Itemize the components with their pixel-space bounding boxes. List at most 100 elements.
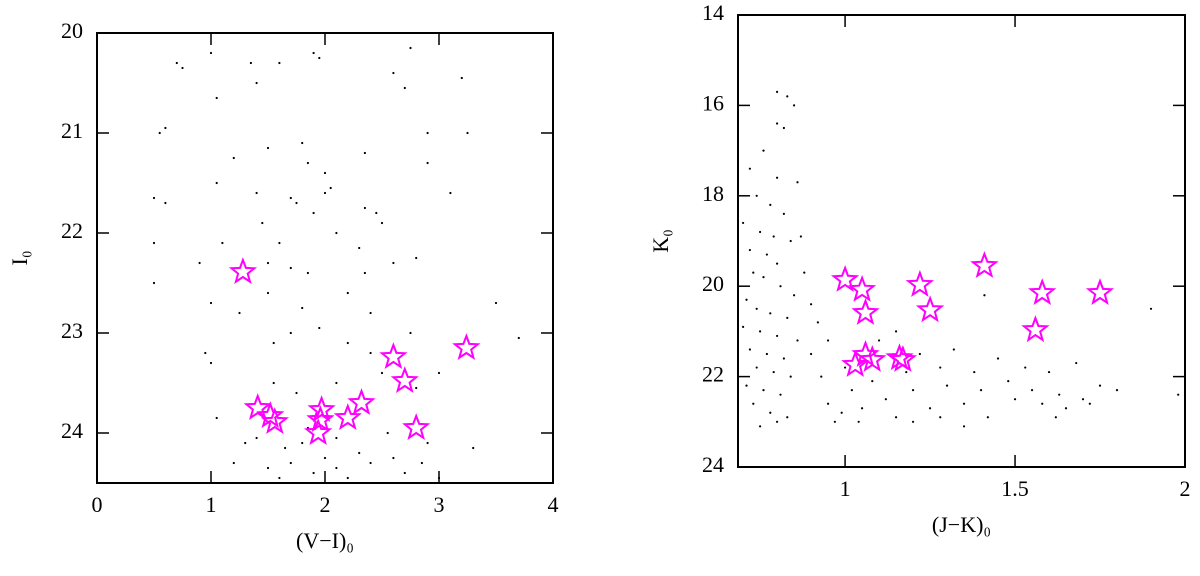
dot-point xyxy=(215,96,218,100)
x-axis-label: (V−I)₀ xyxy=(296,528,354,553)
y-tick-label: 21 xyxy=(61,118,83,143)
dot-point xyxy=(295,391,298,395)
dot-point xyxy=(786,95,789,98)
dot-point xyxy=(983,294,986,297)
dot-point xyxy=(789,239,792,243)
dot-point xyxy=(786,416,789,419)
dot-point xyxy=(779,393,782,396)
dot-point xyxy=(278,476,281,480)
dot-point xyxy=(335,231,338,235)
dot-point xyxy=(775,122,779,125)
dot-point xyxy=(939,416,942,419)
dot-point xyxy=(741,221,745,225)
dot-point xyxy=(323,456,327,460)
dot-point xyxy=(826,339,830,342)
star-point xyxy=(402,413,431,441)
dot-point xyxy=(765,253,768,256)
dot-point xyxy=(894,330,898,333)
dot-point xyxy=(748,248,751,252)
dot-point xyxy=(765,352,768,356)
dot-point xyxy=(306,161,309,165)
dot-point xyxy=(255,191,258,195)
dot-point xyxy=(272,381,275,385)
star-point xyxy=(848,274,877,302)
star-point xyxy=(915,295,945,323)
dot-point xyxy=(782,126,785,130)
star-point xyxy=(1028,278,1057,306)
dot-point xyxy=(221,241,224,245)
dot-point xyxy=(358,451,361,455)
dot-point xyxy=(973,370,976,374)
star-point xyxy=(970,251,999,278)
dot-point xyxy=(826,402,830,405)
dot-point xyxy=(204,351,207,355)
dot-point xyxy=(335,466,338,470)
dot-point xyxy=(782,212,785,215)
dot-point xyxy=(772,370,775,374)
dot-point xyxy=(335,381,338,385)
dot-point xyxy=(840,411,843,414)
dot-point xyxy=(1007,380,1010,383)
y-tick-label: 14 xyxy=(702,0,724,25)
dot-point xyxy=(809,352,813,356)
dot-point xyxy=(792,104,796,107)
dot-point xyxy=(962,425,966,428)
dot-point xyxy=(266,291,270,295)
dot-point xyxy=(426,161,429,165)
dot-point xyxy=(346,476,349,480)
dot-point xyxy=(911,389,915,392)
dot-point xyxy=(363,206,366,210)
dot-point xyxy=(1064,407,1068,410)
dot-point xyxy=(266,466,270,470)
dot-point xyxy=(755,194,758,197)
dot-point xyxy=(289,461,292,465)
dot-point xyxy=(175,61,178,65)
dot-point xyxy=(850,389,853,392)
dot-point xyxy=(375,211,378,215)
dot-point xyxy=(261,221,264,225)
dot-point xyxy=(415,386,418,390)
star-point xyxy=(260,407,290,435)
dot-point xyxy=(752,271,755,274)
y-axis-label: K₀ xyxy=(648,229,673,253)
dot-point xyxy=(272,341,275,345)
star-point xyxy=(905,269,935,297)
x-tick-label: 3 xyxy=(434,492,445,517)
dot-point xyxy=(312,51,315,55)
x-tick-label: 2 xyxy=(1180,476,1191,501)
dot-point xyxy=(1177,393,1180,396)
x-tick-label: 1 xyxy=(206,492,217,517)
y-tick-label: 16 xyxy=(702,90,724,115)
y-tick-label: 20 xyxy=(61,18,83,43)
dot-point xyxy=(209,361,213,365)
y-tick-label: 20 xyxy=(702,271,724,296)
dot-point xyxy=(769,411,772,414)
dot-point xyxy=(198,261,201,265)
dot-point xyxy=(871,380,874,383)
dot-point xyxy=(295,201,298,205)
dot-point xyxy=(762,276,765,279)
dot-point xyxy=(426,131,429,135)
dot-point xyxy=(278,61,281,65)
star-point xyxy=(256,401,285,429)
dot-point xyxy=(796,339,799,342)
dot-point xyxy=(380,221,384,225)
dot-point xyxy=(420,461,423,465)
dot-point xyxy=(403,86,406,90)
x-tick-label: 4 xyxy=(548,492,559,517)
dot-point xyxy=(772,235,775,238)
dot-point xyxy=(884,398,887,401)
dot-point xyxy=(918,352,921,356)
y-tick-label: 24 xyxy=(702,452,724,477)
dot-point xyxy=(284,446,287,450)
dot-point xyxy=(289,331,292,335)
dot-point xyxy=(437,476,441,480)
dot-point xyxy=(164,201,167,205)
dot-point xyxy=(346,341,349,345)
dot-point xyxy=(152,196,156,200)
dot-point xyxy=(745,384,748,387)
dot-point xyxy=(392,71,395,75)
dot-point xyxy=(346,291,349,295)
dot-point xyxy=(745,298,748,301)
